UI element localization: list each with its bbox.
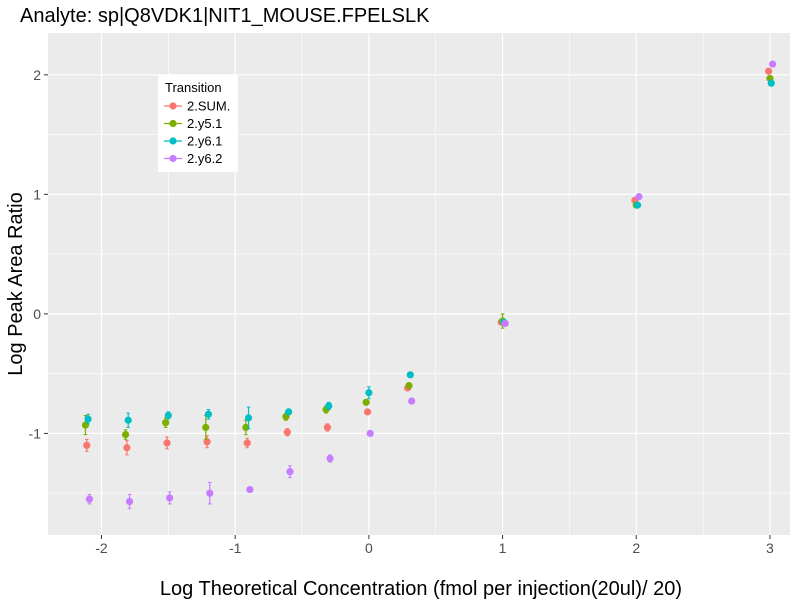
data-point <box>365 389 373 397</box>
x-tick-label: 0 <box>365 540 373 556</box>
legend: Transition 2.SUM. 2.y5.1 2.y6.1 2.y6.2 <box>158 75 238 172</box>
data-point <box>363 408 372 416</box>
series-2.y6.2 <box>85 60 777 510</box>
data-point <box>204 410 213 418</box>
data-point <box>124 416 132 424</box>
data-point <box>162 419 170 427</box>
x-tick-label: 2 <box>632 540 640 556</box>
legend-item: 2.SUM. <box>164 99 230 114</box>
y-axis-title: Log Peak Area Ratio <box>5 192 27 375</box>
data-point <box>121 431 130 439</box>
data-point <box>83 441 91 449</box>
x-tick-label: 1 <box>499 540 507 556</box>
data-point <box>81 421 90 429</box>
y-tick-label: 1 <box>33 186 41 202</box>
legend-label: 2.y6.1 <box>187 134 222 149</box>
data-point <box>243 439 251 447</box>
x-axis: -2 -1 0 1 2 3 <box>95 535 774 556</box>
x-axis-title: Log Theoretical Concentration (fmol per … <box>160 578 682 600</box>
data-point <box>125 497 134 506</box>
data-point <box>408 397 416 405</box>
data-point <box>202 423 210 432</box>
y-tick-label: 0 <box>33 306 41 322</box>
data-point <box>633 201 642 209</box>
legend-item: 2.y5.1 <box>164 116 222 131</box>
data-point <box>366 429 374 438</box>
data-point <box>203 438 211 446</box>
data-point <box>164 411 172 420</box>
legend-key-point <box>169 154 177 163</box>
data-point <box>325 402 333 410</box>
y-axis: -1 0 1 2 <box>29 67 48 441</box>
data-point <box>767 79 775 87</box>
data-point <box>242 423 250 432</box>
legend-key-point <box>169 137 177 145</box>
data-point <box>501 319 509 328</box>
data-point <box>244 414 253 422</box>
series-2.SUM. <box>83 67 773 456</box>
data-point <box>362 398 370 406</box>
data-point <box>635 193 643 201</box>
legend-label: 2.y6.2 <box>187 151 222 166</box>
data-point <box>85 495 94 503</box>
legend-item: 2.y6.1 <box>164 134 222 149</box>
data-point <box>246 485 254 494</box>
data-point <box>285 408 293 416</box>
data-point <box>123 444 131 452</box>
data-point <box>286 468 294 476</box>
x-tick-label: -2 <box>95 540 108 556</box>
data-point <box>326 454 334 463</box>
legend-key-point <box>169 119 177 128</box>
chart-title: Analyte: sp|Q8VDK1|NIT1_MOUSE.FPELSLK <box>20 5 430 27</box>
y-tick-label: -1 <box>29 425 42 441</box>
data-point <box>206 489 214 497</box>
legend-key-point <box>169 102 177 110</box>
y-tick-label: 2 <box>33 67 41 83</box>
data-point <box>769 60 777 68</box>
data-point <box>765 67 773 75</box>
x-tick-label: -1 <box>229 540 242 556</box>
data-point <box>405 381 413 390</box>
data-point <box>323 423 332 432</box>
legend-title: Transition <box>165 80 222 95</box>
data-point <box>406 371 414 379</box>
legend-label: 2.y5.1 <box>187 116 222 131</box>
data-point <box>166 494 174 502</box>
grid-major <box>48 33 790 535</box>
data-point <box>283 428 291 436</box>
data-point <box>84 415 92 423</box>
x-tick-label: 3 <box>766 540 774 556</box>
legend-label: 2.SUM. <box>187 99 230 114</box>
legend-item: 2.y6.2 <box>164 151 222 166</box>
data-marks <box>81 60 777 510</box>
data-point <box>163 439 171 447</box>
